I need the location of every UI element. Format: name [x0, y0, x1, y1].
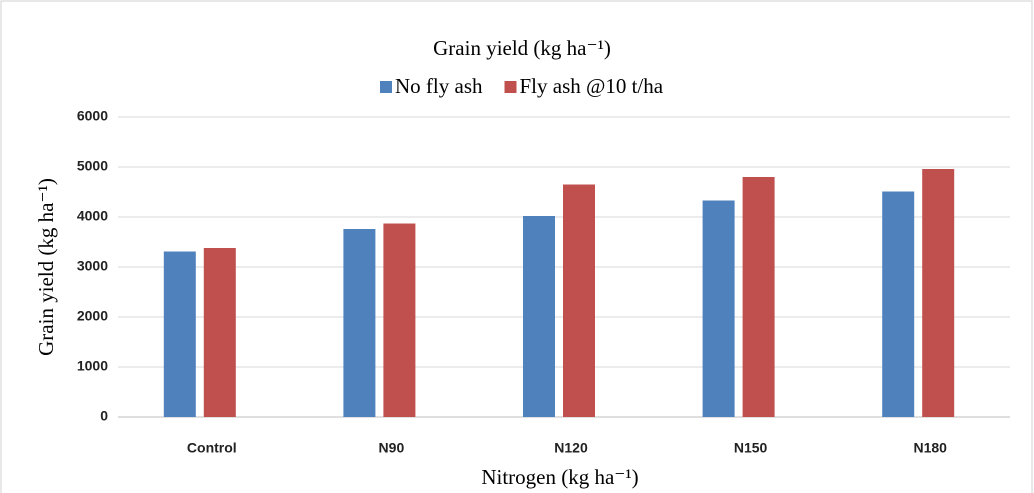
- bar: [203, 248, 236, 417]
- y-tick-label: 2000: [77, 308, 108, 324]
- x-tick-label: N180: [913, 440, 947, 456]
- bar: [922, 169, 955, 417]
- x-tick-label: N90: [379, 440, 405, 456]
- bar: [742, 177, 775, 417]
- bar: [383, 223, 416, 417]
- bar: [702, 200, 735, 417]
- y-tick-label: 0: [100, 408, 108, 424]
- legend-label: No fly ash: [395, 74, 483, 98]
- legend-label: Fly ash @10 t/ha: [520, 74, 664, 98]
- x-tick-label: N150: [734, 440, 768, 456]
- x-axis-label: Nitrogen (kg ha⁻¹): [481, 465, 638, 489]
- chart-title: Grain yield (kg ha⁻¹): [433, 36, 611, 60]
- y-axis-label: Grain yield (kg ha⁻¹): [34, 178, 58, 356]
- y-tick-label: 1000: [77, 358, 108, 374]
- legend-swatch: [380, 81, 392, 93]
- x-tick-label: N120: [554, 440, 588, 456]
- bar: [523, 216, 555, 417]
- x-tick-label: Control: [187, 440, 237, 456]
- bar: [563, 184, 595, 417]
- bar: [882, 191, 915, 417]
- bar: [163, 251, 196, 417]
- y-tick-label: 5000: [77, 158, 108, 174]
- bar: [343, 229, 376, 417]
- legend-swatch: [504, 81, 517, 93]
- y-tick-label: 4000: [77, 208, 108, 224]
- y-tick-label: 3000: [77, 258, 108, 274]
- y-tick-label: 6000: [77, 108, 108, 124]
